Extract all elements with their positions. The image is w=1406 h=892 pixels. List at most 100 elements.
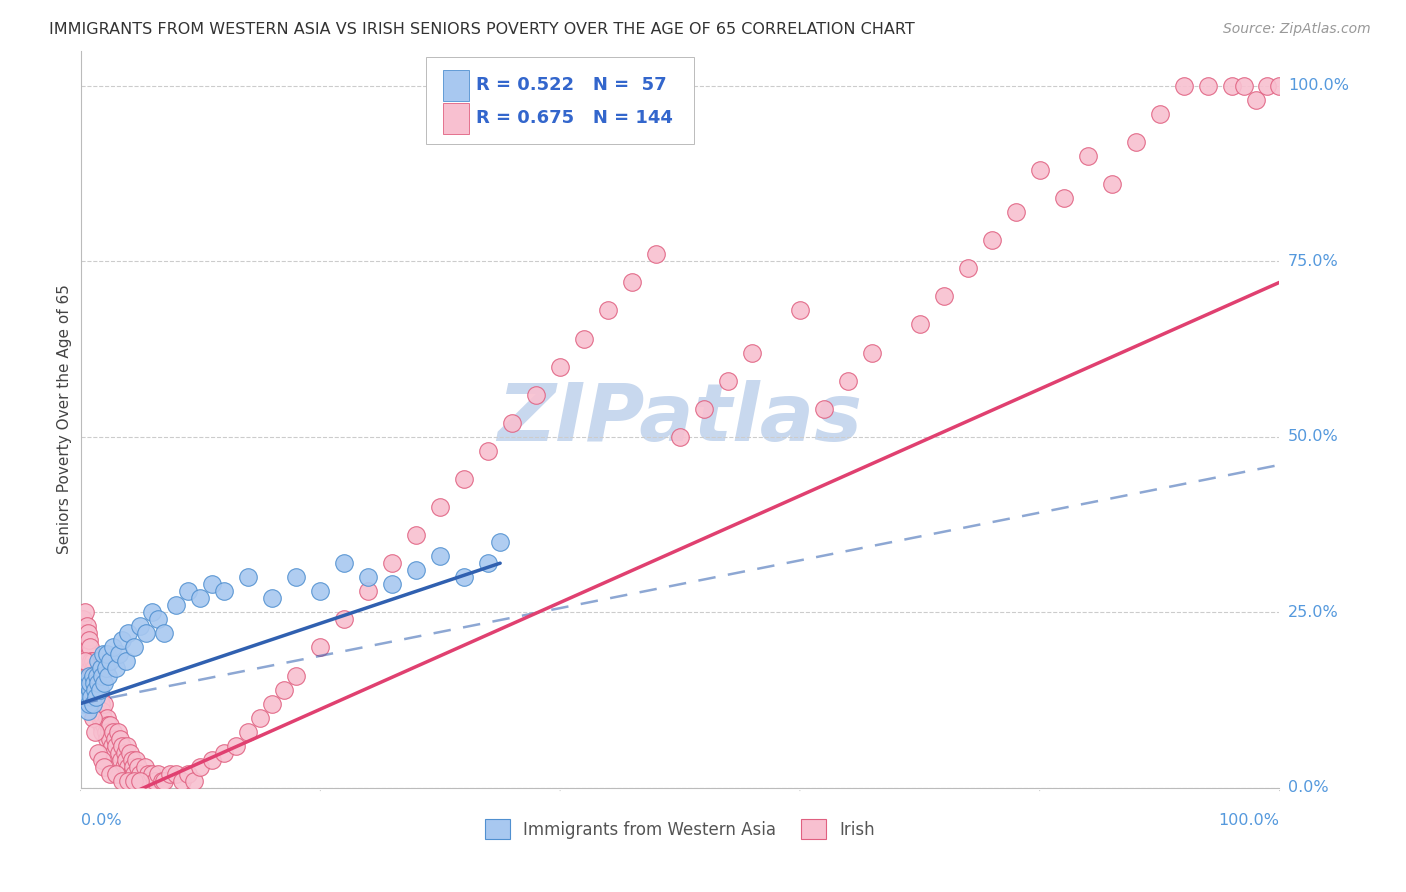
Point bbox=[97, 717, 120, 731]
Point bbox=[91, 711, 114, 725]
Point bbox=[79, 682, 101, 697]
Point bbox=[453, 570, 475, 584]
Text: 75.0%: 75.0% bbox=[1288, 254, 1339, 268]
Point bbox=[115, 655, 138, 669]
Point bbox=[112, 760, 135, 774]
Point bbox=[357, 584, 380, 599]
Point bbox=[122, 760, 145, 774]
Point bbox=[100, 731, 122, 746]
Point bbox=[111, 739, 134, 753]
Point bbox=[76, 655, 98, 669]
Point bbox=[190, 591, 212, 606]
Point bbox=[91, 704, 114, 718]
Point bbox=[150, 773, 173, 788]
Point bbox=[501, 416, 523, 430]
Point bbox=[87, 682, 110, 697]
Point bbox=[83, 668, 105, 682]
Point bbox=[91, 753, 114, 767]
Point bbox=[238, 724, 260, 739]
Point bbox=[333, 612, 356, 626]
Point bbox=[717, 374, 740, 388]
Point bbox=[1232, 78, 1254, 93]
Text: 0.0%: 0.0% bbox=[1288, 780, 1329, 796]
Point bbox=[82, 668, 104, 682]
FancyBboxPatch shape bbox=[443, 70, 470, 101]
Point bbox=[72, 612, 94, 626]
Point bbox=[201, 753, 224, 767]
Point bbox=[249, 711, 271, 725]
Point bbox=[100, 739, 122, 753]
Point bbox=[1028, 163, 1050, 178]
Point bbox=[429, 500, 451, 514]
Point bbox=[214, 746, 236, 760]
Point bbox=[1101, 177, 1123, 191]
Point bbox=[79, 661, 101, 675]
Point bbox=[83, 724, 105, 739]
Point bbox=[129, 766, 152, 780]
Point bbox=[429, 549, 451, 563]
Point bbox=[111, 773, 134, 788]
Text: IMMIGRANTS FROM WESTERN ASIA VS IRISH SENIORS POVERTY OVER THE AGE OF 65 CORRELA: IMMIGRANTS FROM WESTERN ASIA VS IRISH SE… bbox=[49, 22, 915, 37]
Point bbox=[75, 655, 97, 669]
Point bbox=[489, 535, 512, 549]
Point bbox=[1268, 78, 1291, 93]
Point bbox=[94, 724, 117, 739]
Point bbox=[1220, 78, 1243, 93]
Point bbox=[89, 690, 111, 704]
Point bbox=[107, 724, 129, 739]
Point bbox=[117, 760, 139, 774]
Text: 100.0%: 100.0% bbox=[1219, 813, 1279, 828]
Point bbox=[84, 690, 107, 704]
Point bbox=[104, 731, 127, 746]
Point bbox=[124, 640, 146, 655]
Text: R = 0.675   N = 144: R = 0.675 N = 144 bbox=[477, 110, 673, 128]
Point bbox=[1077, 149, 1099, 163]
Point bbox=[477, 443, 499, 458]
Point bbox=[124, 766, 146, 780]
Point bbox=[153, 773, 176, 788]
Point bbox=[89, 682, 111, 697]
Point bbox=[83, 661, 105, 675]
Point bbox=[79, 675, 101, 690]
Point bbox=[84, 690, 107, 704]
Point bbox=[837, 374, 859, 388]
Point bbox=[91, 668, 114, 682]
Point bbox=[93, 717, 115, 731]
Point bbox=[789, 303, 811, 318]
Point bbox=[159, 766, 181, 780]
Point bbox=[80, 668, 103, 682]
Point bbox=[143, 773, 166, 788]
Point bbox=[153, 626, 176, 640]
Point bbox=[357, 570, 380, 584]
Point bbox=[139, 773, 162, 788]
Point bbox=[124, 773, 146, 788]
Point bbox=[132, 773, 155, 788]
Point bbox=[477, 556, 499, 570]
Point bbox=[381, 556, 404, 570]
Point bbox=[141, 605, 163, 619]
Point bbox=[94, 661, 117, 675]
Point bbox=[183, 773, 205, 788]
Point bbox=[101, 724, 124, 739]
Point bbox=[381, 577, 404, 591]
Point bbox=[105, 766, 128, 780]
Point bbox=[190, 760, 212, 774]
Point bbox=[80, 655, 103, 669]
Point bbox=[87, 746, 110, 760]
Point bbox=[110, 753, 132, 767]
Point bbox=[127, 760, 149, 774]
Point bbox=[96, 711, 118, 725]
Point bbox=[76, 690, 98, 704]
Point bbox=[172, 773, 194, 788]
Text: R = 0.522   N =  57: R = 0.522 N = 57 bbox=[477, 77, 666, 95]
Point bbox=[262, 697, 284, 711]
Point bbox=[108, 746, 131, 760]
Point bbox=[120, 766, 142, 780]
Point bbox=[77, 633, 100, 648]
Point bbox=[76, 640, 98, 655]
Point bbox=[101, 640, 124, 655]
Point bbox=[93, 675, 115, 690]
Point bbox=[596, 303, 619, 318]
Text: 100.0%: 100.0% bbox=[1288, 78, 1348, 94]
Point bbox=[87, 675, 110, 690]
